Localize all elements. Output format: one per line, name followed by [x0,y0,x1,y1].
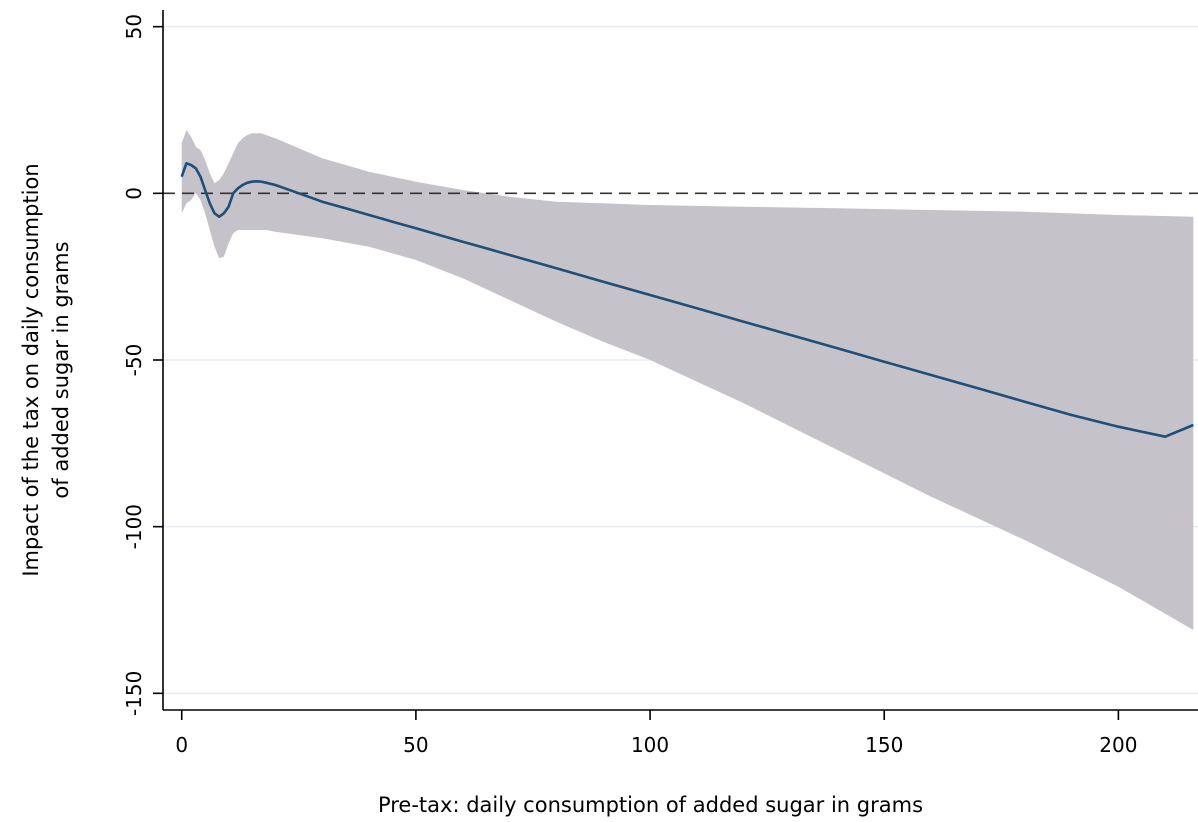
y-tick-label: 0 [122,187,146,200]
y-tick-label: -50 [122,344,146,377]
x-tick-label: 50 [403,733,428,757]
x-tick-label: 0 [175,733,188,757]
x-axis-ticks: 0 50 100 150 200 [175,710,1137,757]
estimate-line [180,162,1194,438]
y-axis-title-line-1: Impact of the tax on daily consumption [19,163,43,576]
x-axis-title: Pre-tax: daily consumption of added suga… [378,793,923,817]
x-tick-label: 100 [631,733,669,757]
y-tick-label: -100 [122,504,146,549]
x-tick-label: 150 [865,733,903,757]
confidence-interval-band [181,130,1194,630]
y-axis-title-line-2: of added sugar in grams [49,241,73,498]
y-tick-label: 50 [122,14,146,39]
x-tick-label: 200 [1099,733,1137,757]
y-axis-ticks: 50 0 -50 -100 -150 [122,14,163,716]
y-tick-label: -150 [122,671,146,716]
